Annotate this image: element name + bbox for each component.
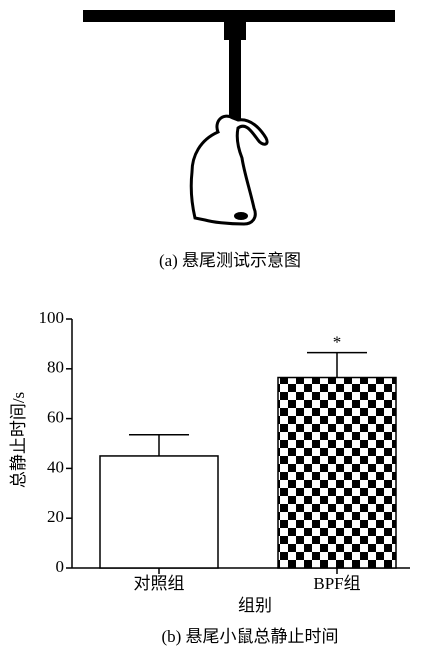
x-axis-label: 组别 xyxy=(238,596,272,615)
y-tick-label: 20 xyxy=(47,507,64,526)
y-tick-label: 60 xyxy=(47,408,64,427)
y-axis-label: 总静止时间/s xyxy=(9,392,28,488)
mouse-illustration xyxy=(83,10,395,224)
significance-mark: * xyxy=(333,333,342,352)
bar xyxy=(100,456,218,568)
y-tick-label: 100 xyxy=(39,308,65,327)
y-tick-label: 0 xyxy=(56,557,65,576)
bar xyxy=(278,378,396,568)
y-tick-label: 80 xyxy=(47,358,64,377)
panel-a-caption: (a) 悬尾测试示意图 xyxy=(159,251,301,270)
x-tick-label: BPF组 xyxy=(313,574,360,593)
panel-b-caption: (b) 悬尾小鼠总静止时间 xyxy=(161,627,338,646)
x-tick-label: 对照组 xyxy=(134,574,185,593)
figure: (a) 悬尾测试示意图 总静止时间/s 组别 (b) 悬尾小鼠总静止时间 0 20… xyxy=(0,0,424,655)
y-tick-label: 40 xyxy=(47,457,64,476)
